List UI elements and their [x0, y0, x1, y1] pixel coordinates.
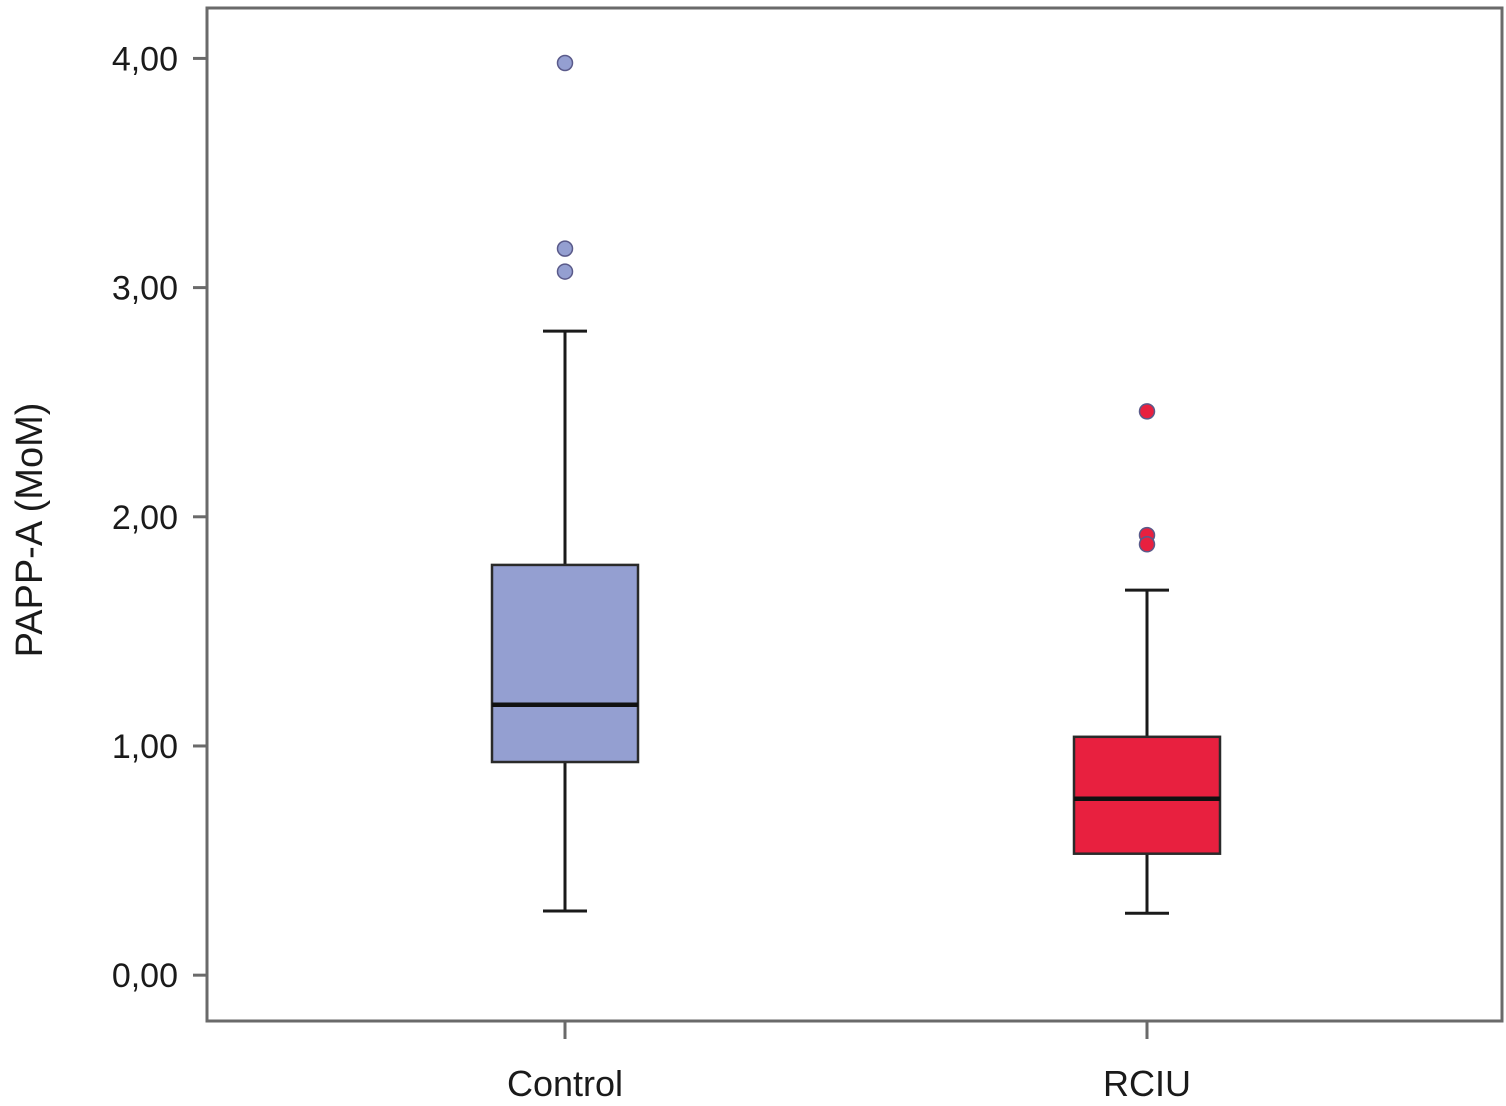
y-tick-label: 2,00 [112, 499, 178, 537]
y-tick-label: 0,00 [112, 957, 178, 995]
y-axis: 0,00 1,00 2,00 3,00 4,00 [112, 40, 207, 995]
y-tick-label: 4,00 [112, 40, 178, 78]
outlier-point [556, 54, 574, 72]
y-tick-label: 1,00 [112, 728, 178, 766]
iqr-box [490, 563, 640, 764]
outlier-point [1138, 536, 1156, 553]
outlier-point [556, 263, 574, 280]
plot-frame [205, 6, 1504, 1023]
outlier-point [556, 240, 574, 257]
box-group [1072, 403, 1222, 915]
y-axis-title: PAPP-A (MoM) [9, 403, 51, 658]
x-category-label: Control [507, 1063, 623, 1104]
box-series [490, 54, 1222, 915]
box-group [490, 54, 640, 913]
x-category-label: RCIU [1103, 1063, 1191, 1104]
iqr-box [1072, 735, 1222, 855]
outlier-point [1138, 403, 1156, 420]
y-tick-label: 3,00 [112, 270, 178, 308]
x-axis: Control RCIU [507, 1021, 1191, 1104]
